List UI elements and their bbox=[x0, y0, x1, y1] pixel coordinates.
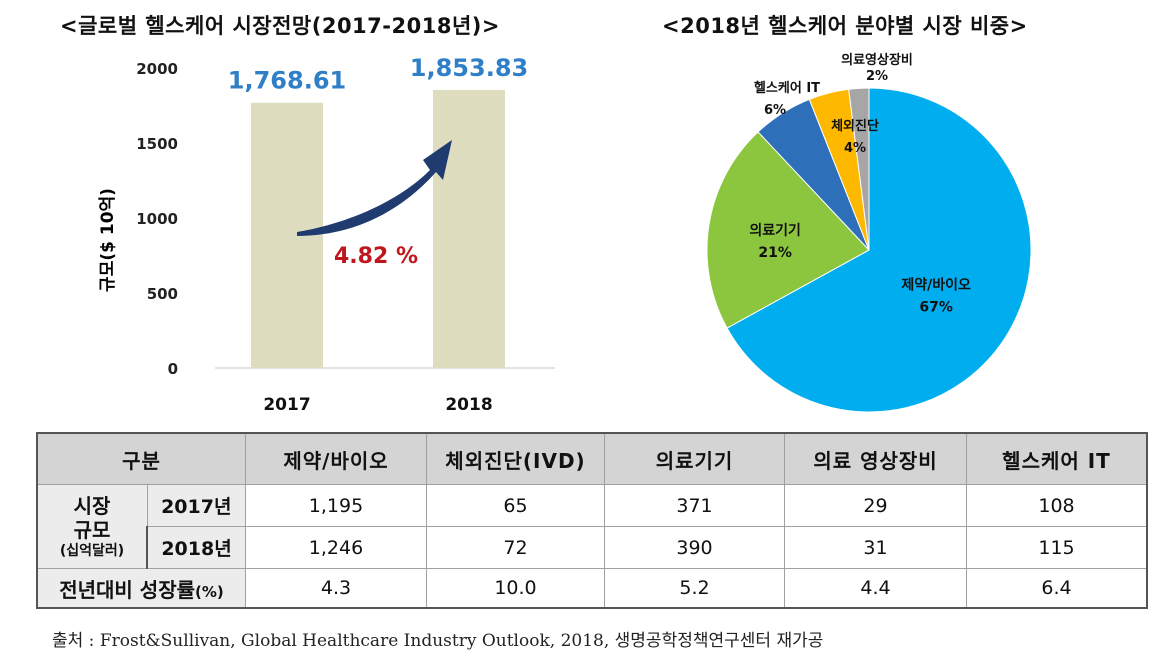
table-row: 2018년 1,246 72 390 31 115 bbox=[37, 526, 1148, 569]
table-header-it: 헬스케어 IT bbox=[966, 432, 1148, 485]
table-header-pharma: 제약/바이오 bbox=[245, 432, 427, 485]
pie-category-label: 체외진단 bbox=[831, 118, 879, 134]
pie-slice-medical-devices bbox=[706, 131, 870, 329]
pie-category-label: 제약/바이오 bbox=[901, 277, 971, 294]
pie-chart-title: <2018년 헬스케어 분야별 시장 비중> bbox=[662, 14, 1028, 38]
table-header-row: 구분 제약/바이오 체외진단(IVD) 의료기기 의료 영상장비 헬스케어 IT bbox=[36, 432, 1148, 485]
table-cell: 65 bbox=[426, 484, 605, 527]
y-tick-label: 500 bbox=[147, 285, 178, 303]
table-cell: 108 bbox=[966, 484, 1148, 527]
market-size-label: 시장 bbox=[73, 493, 111, 518]
pie-value-label: 21% bbox=[758, 245, 792, 261]
pie-category-label: 헬스케어 IT bbox=[754, 80, 820, 96]
x-tick-label: 2017 bbox=[263, 395, 310, 415]
table-row-growth: 전년대비 성장률(%) 4.3 10.0 5.2 4.4 6.4 bbox=[36, 568, 1148, 609]
table-cell: 5.2 bbox=[604, 568, 785, 609]
bar-value-label: 1,853.83 bbox=[410, 54, 528, 82]
table-cell: 4.3 bbox=[245, 568, 427, 609]
table-cell: 1,246 bbox=[245, 526, 427, 569]
bar-value-label: 1,768.61 bbox=[228, 67, 346, 95]
table-cell: 4.4 bbox=[784, 568, 967, 609]
pie-category-label: 의료기기 bbox=[749, 222, 801, 239]
y-tick-label: 1500 bbox=[136, 135, 178, 153]
table-row: 시장 규모 (십억달러) 2017년 1,195 65 371 29 108 bbox=[36, 484, 1148, 569]
table-cell: 1,195 bbox=[245, 484, 427, 527]
y-tick-label: 1000 bbox=[136, 210, 178, 228]
table-cell: 72 bbox=[426, 526, 605, 569]
growth-arrow bbox=[297, 140, 452, 236]
pie-category-label: 의료영상장비 bbox=[841, 52, 913, 68]
pie-value-label: 6% bbox=[764, 103, 786, 118]
pie-value-label: 67% bbox=[919, 300, 953, 316]
y-tick-label: 2000 bbox=[136, 60, 178, 78]
pie-slice-pharma-bio bbox=[726, 87, 1032, 413]
table-header-ivd: 체외진단(IVD) bbox=[426, 432, 605, 485]
table-cell: 10.0 bbox=[426, 568, 605, 609]
table-cell: 390 bbox=[604, 526, 785, 569]
table-cell: 29 bbox=[784, 484, 967, 527]
table-cell: 6.4 bbox=[966, 568, 1148, 609]
pie-slice-imaging bbox=[848, 87, 870, 251]
table-header-category: 구분 bbox=[36, 432, 246, 485]
table-header-devices: 의료기기 bbox=[604, 432, 785, 485]
growth-row-unit: (%) bbox=[195, 582, 224, 601]
table-cell: 371 bbox=[604, 484, 785, 527]
market-size-header: 시장 규모 (십억달러) bbox=[36, 484, 148, 569]
year-cell: 2017년 bbox=[146, 484, 246, 527]
table-cell: 31 bbox=[784, 526, 967, 569]
growth-label: 4.82 % bbox=[334, 244, 418, 269]
table-cell: 115 bbox=[966, 526, 1148, 569]
y-tick-label: 0 bbox=[168, 360, 178, 378]
source-note: 출처 : Frost&Sullivan, Global Healthcare I… bbox=[52, 631, 824, 651]
growth-row-header: 전년대비 성장률(%) bbox=[36, 568, 246, 609]
market-size-unit: (십억달러) bbox=[59, 542, 125, 559]
market-size-label-2: 규모 bbox=[73, 517, 111, 542]
table-header-imaging: 의료 영상장비 bbox=[784, 432, 967, 485]
year-cell: 2018년 bbox=[146, 526, 246, 569]
growth-row-label: 전년대비 성장률 bbox=[59, 577, 195, 602]
bar-chart-title: <글로벌 헬스케어 시장전망(2017-2018년)> bbox=[60, 14, 500, 38]
bar-2018 bbox=[433, 89, 505, 368]
x-tick-label: 2018 bbox=[445, 395, 492, 415]
pie-value-label: 2% bbox=[866, 69, 888, 84]
bar-chart: 0 500 1000 1500 2000 규모($ 10억) 1,768.61 2017 1… bbox=[98, 54, 555, 415]
pie-value-label: 4% bbox=[844, 141, 866, 156]
y-axis-label: 규모($ 10억) bbox=[98, 188, 118, 292]
market-data-table: 구분 제약/바이오 체외진단(IVD) 의료기기 의료 영상장비 헬스케어 IT… bbox=[36, 432, 1148, 609]
